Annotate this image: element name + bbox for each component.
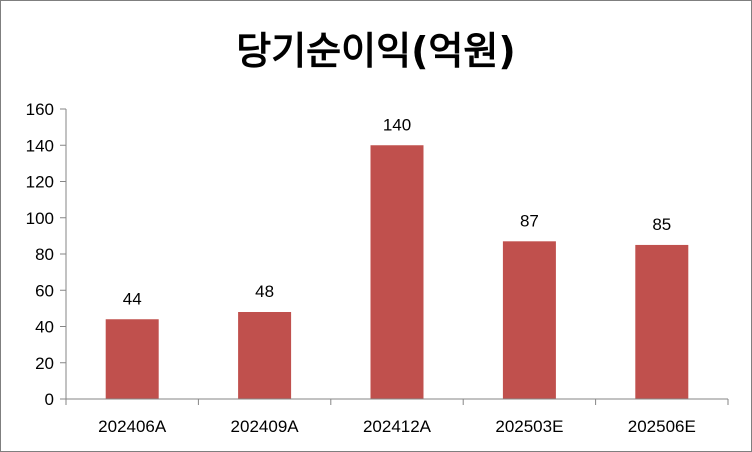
chart-title: 당기순이익(억원) (236, 29, 516, 73)
y-tick-label: 40 (35, 318, 54, 337)
y-tick-label: 20 (35, 354, 54, 373)
y-tick-label: 140 (26, 136, 54, 155)
y-tick-label: 60 (35, 281, 54, 300)
y-tick-label: 160 (26, 100, 54, 119)
data-labels-group: 44 48 140 87 85 (123, 115, 672, 308)
x-category-label: 202503E (495, 417, 563, 436)
data-label: 140 (383, 115, 411, 134)
bar-202412A (370, 145, 424, 399)
x-ticks-group: 202406A 202409A 202412A 202503E 202506E (65, 399, 729, 436)
y-tick-label: 0 (45, 390, 54, 409)
y-ticks-group: 0 20 40 60 80 100 120 140 160 (26, 100, 66, 409)
y-tick-label: 120 (26, 173, 54, 192)
bar-202506E (635, 244, 689, 399)
y-tick-label: 100 (26, 209, 54, 228)
x-category-label: 202412A (363, 417, 432, 436)
bars-group (105, 145, 689, 399)
data-label: 87 (520, 211, 539, 230)
data-label: 44 (123, 289, 142, 308)
bar-202409A (238, 312, 292, 399)
x-category-label: 202506E (628, 417, 696, 436)
y-tick-label: 80 (35, 245, 54, 264)
bar-202503E (502, 241, 556, 399)
x-category-label: 202406A (98, 417, 167, 436)
bar-202406A (105, 319, 159, 399)
data-label: 85 (652, 215, 671, 234)
data-label: 48 (255, 282, 274, 301)
x-category-label: 202409A (231, 417, 300, 436)
